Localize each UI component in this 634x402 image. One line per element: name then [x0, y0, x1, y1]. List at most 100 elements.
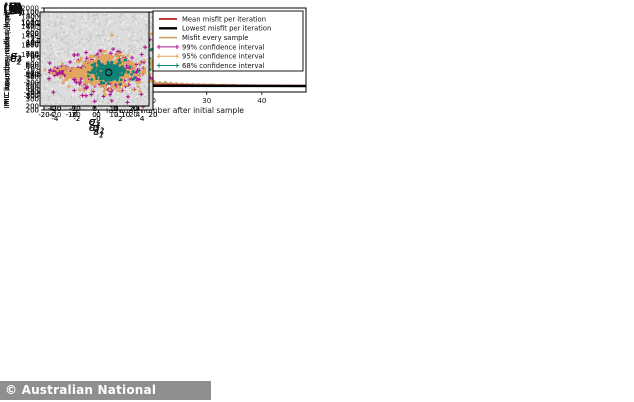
- svg-text:400: 400: [26, 79, 39, 87]
- svg-text:1200: 1200: [21, 42, 39, 50]
- svg-text:-10: -10: [24, 66, 35, 74]
- svg-text:-4: -4: [28, 88, 36, 96]
- svg-text:2: 2: [118, 115, 122, 123]
- svg-text:0: 0: [92, 111, 96, 119]
- svg-text:400: 400: [26, 85, 39, 93]
- svg-text:800: 800: [26, 60, 39, 68]
- svg-text:20: 20: [26, 22, 35, 30]
- svg-text:ε2: ε2: [11, 52, 22, 67]
- svg-text:-4: -4: [51, 115, 59, 123]
- svg-text:200: 200: [26, 106, 39, 114]
- svg-text:IMIC boundary radius (km): IMIC boundary radius (km): [2, 11, 11, 107]
- svg-text:900: 900: [26, 30, 39, 38]
- svg-text:(e): (e): [3, 1, 22, 15]
- svg-text:4: 4: [31, 17, 36, 25]
- svg-text:40: 40: [257, 97, 266, 105]
- svg-text:σ2: σ2: [10, 52, 22, 67]
- svg-text:2000: 2000: [21, 4, 39, 12]
- svg-text:10: 10: [26, 39, 35, 47]
- panel-a-misfit-chart: 1020304020040060080010001200140016001800…: [3, 3, 307, 115]
- svg-text:600: 600: [26, 63, 39, 71]
- svg-text:(b): (b): [3, 1, 23, 15]
- svg-text:1400: 1400: [21, 32, 39, 40]
- svg-text:σ1: σ1: [89, 115, 101, 130]
- svg-text:2: 2: [31, 36, 35, 44]
- svg-text:0: 0: [96, 111, 100, 119]
- svg-text:200: 200: [26, 88, 39, 96]
- svg-text:σ1: σ1: [93, 121, 105, 136]
- svg-text:ε1: ε1: [11, 49, 22, 64]
- svg-text:2: 2: [118, 115, 122, 123]
- svg-text:IMIC boundary radius (km): IMIC boundary radius (km): [2, 11, 11, 107]
- svg-text:σ1: σ1: [89, 115, 101, 130]
- svg-text:0: 0: [31, 52, 35, 60]
- svg-text:(a): (a): [3, 3, 24, 18]
- svg-text:2: 2: [114, 111, 118, 119]
- svg-text:1100: 1100: [21, 8, 39, 16]
- svg-text:(d): (d): [3, 1, 23, 15]
- svg-text:4: 4: [31, 17, 36, 25]
- svg-text:800: 800: [26, 40, 39, 48]
- svg-text:σ1: σ1: [89, 121, 101, 136]
- svg-text:0: 0: [31, 52, 35, 60]
- watermark: © Australian National University: [0, 381, 211, 400]
- svg-text:600: 600: [26, 70, 39, 78]
- svg-text:500: 500: [26, 71, 39, 79]
- svg-text:20: 20: [129, 111, 138, 119]
- svg-text:-20: -20: [24, 89, 35, 97]
- svg-text:800: 800: [26, 41, 39, 49]
- svg-text:200: 200: [26, 102, 39, 110]
- svg-text:-4: -4: [47, 111, 55, 119]
- svg-text:20: 20: [149, 111, 158, 119]
- svg-text:500: 500: [26, 71, 39, 79]
- svg-text:1000: 1000: [21, 51, 39, 59]
- svg-text:-20: -20: [24, 79, 35, 87]
- svg-text:300: 300: [26, 92, 39, 100]
- svg-text:2: 2: [31, 38, 35, 46]
- svg-text:10: 10: [110, 111, 119, 119]
- svg-text:Misfit every sample: Misfit every sample: [182, 34, 248, 42]
- svg-text:-2: -2: [73, 115, 80, 123]
- svg-text:(k): (k): [3, 1, 22, 15]
- svg-text:2: 2: [31, 35, 35, 43]
- svg-text:-30: -30: [24, 92, 35, 100]
- svg-text:ε2: ε2: [11, 49, 22, 64]
- svg-text:900: 900: [26, 29, 39, 37]
- svg-text:-20: -20: [38, 111, 49, 119]
- svg-text:-10: -10: [69, 111, 80, 119]
- svg-text:600: 600: [26, 61, 39, 69]
- svg-text:99% confidence interval: 99% confidence interval: [182, 43, 265, 51]
- svg-text:-2: -2: [28, 72, 35, 80]
- svg-text:Absolute misfit (LSQR): Absolute misfit (LSQR): [3, 9, 12, 90]
- svg-text:IMIC boundary radius (km): IMIC boundary radius (km): [2, 13, 11, 109]
- svg-text:0: 0: [96, 115, 100, 123]
- svg-text:10: 10: [121, 111, 130, 119]
- svg-text:Iteration number after initial: Iteration number after initial sample: [106, 106, 244, 115]
- svg-text:0: 0: [31, 52, 35, 60]
- svg-text:300: 300: [26, 92, 39, 100]
- svg-text:1000: 1000: [21, 19, 39, 27]
- svg-text:0: 0: [31, 55, 35, 63]
- svg-text:95% confidence interval: 95% confidence interval: [182, 53, 265, 61]
- svg-text:700: 700: [26, 50, 39, 58]
- svg-text:ε2: ε2: [93, 125, 104, 140]
- svg-text:600: 600: [26, 61, 39, 69]
- svg-text:0: 0: [96, 111, 100, 119]
- svg-text:700: 700: [26, 52, 39, 60]
- svg-text:-10: -10: [66, 111, 77, 119]
- svg-text:-20: -20: [38, 111, 49, 119]
- svg-text:0: 0: [31, 55, 35, 63]
- svg-text:1100: 1100: [21, 8, 39, 16]
- svg-text:20: 20: [26, 26, 35, 34]
- svg-text:0: 0: [92, 111, 96, 119]
- svg-text:68% confidence interval: 68% confidence interval: [182, 62, 265, 70]
- svg-text:1100: 1100: [21, 8, 39, 16]
- svg-text:1600: 1600: [21, 23, 39, 31]
- svg-text:(i): (i): [3, 1, 18, 15]
- svg-text:1000: 1000: [21, 19, 39, 27]
- svg-text:300: 300: [26, 96, 39, 104]
- svg-text:2: 2: [31, 35, 35, 43]
- svg-text:-10: -10: [24, 72, 35, 80]
